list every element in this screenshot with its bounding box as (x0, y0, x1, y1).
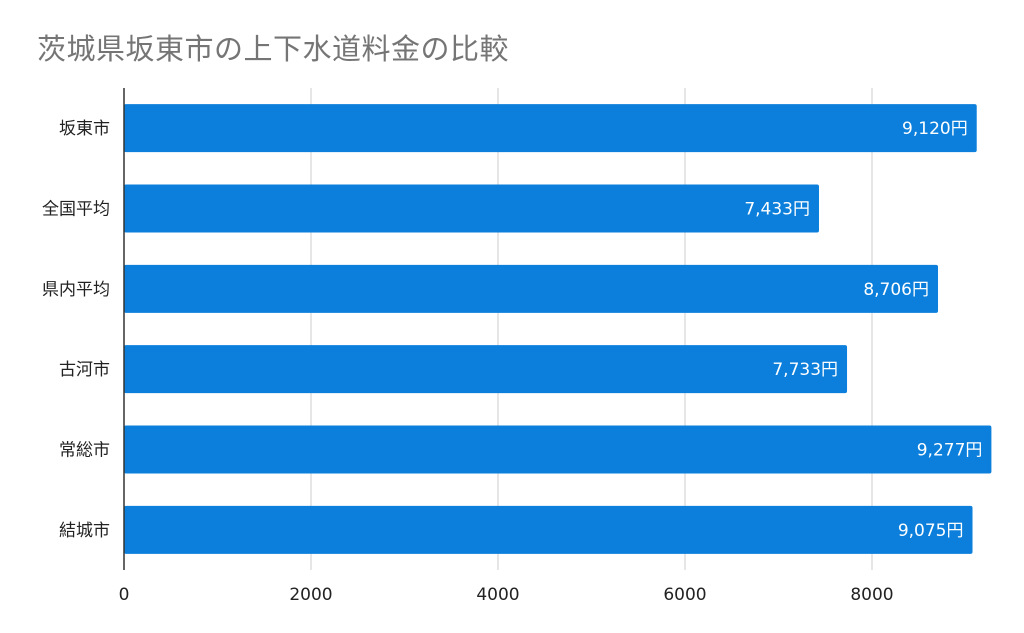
data-label-2: 8,706円 (863, 280, 929, 300)
bar-1 (124, 184, 819, 233)
bars: 9,120円 坂東市 7,433円 全国平均 8,706円 県内平均 7,733円 古河市 9,… (42, 104, 992, 554)
category-label-5: 結城市 (59, 521, 110, 541)
bar-3 (124, 345, 848, 394)
bar-0 (124, 104, 977, 153)
category-label-4: 常総市 (59, 441, 110, 461)
category-label-1: 全国平均 (42, 200, 110, 220)
x-tick-label-4000: 4000 (476, 585, 519, 605)
category-label-2: 県内平均 (42, 280, 110, 300)
bar-4 (124, 425, 992, 474)
bar-2 (124, 264, 939, 313)
x-tick-label-8000: 8000 (850, 585, 893, 605)
data-label-0: 9,120円 (902, 119, 968, 139)
data-label-3: 7,733円 (772, 360, 838, 380)
chart-title: 茨城県坂東市の上下水道料金の比較 (37, 32, 510, 66)
category-label-0: 坂東市 (59, 119, 110, 139)
x-tick-label-6000: 6000 (663, 585, 706, 605)
data-label-1: 7,433円 (744, 200, 810, 220)
x-tick-labels: 0 2000 4000 6000 8000 (119, 585, 894, 605)
data-label-4: 9,277円 (917, 441, 983, 461)
x-tick-label-0: 0 (119, 585, 130, 605)
x-tick-label-2000: 2000 (289, 585, 332, 605)
category-label-3: 古河市 (59, 360, 110, 380)
data-label-5: 9,075円 (898, 521, 964, 541)
bar-5 (124, 505, 973, 554)
gridlines (310, 88, 873, 570)
